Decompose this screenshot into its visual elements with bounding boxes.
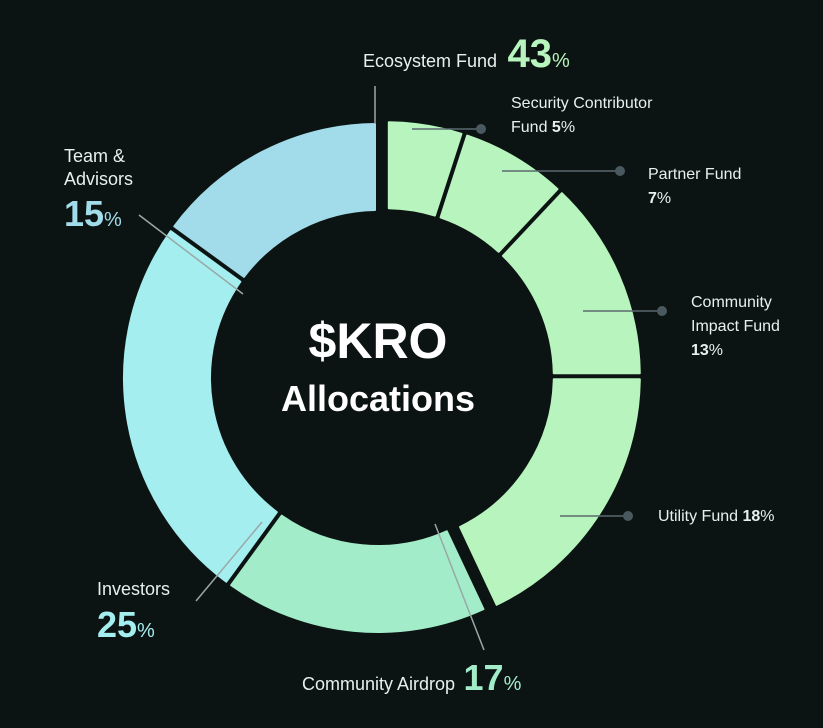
airdrop-label: Community Airdrop 17% xyxy=(302,656,521,699)
airdrop-name: Community Airdrop xyxy=(302,674,456,694)
team-pct: % xyxy=(104,209,122,232)
investors-pct: % xyxy=(137,619,155,642)
slice-team-advisors xyxy=(173,123,376,278)
airdrop-pct: % xyxy=(503,673,522,695)
investors-label: Investors 25% xyxy=(97,579,170,646)
airdrop-value: 17 xyxy=(463,657,504,698)
slice-security-contributor-fund xyxy=(387,121,463,217)
utility-fund-label: Utility Fund 18% xyxy=(658,507,775,526)
team-leader-line xyxy=(138,214,244,295)
team-value: 15 xyxy=(64,193,105,235)
ecosystem-fund-value: 43 xyxy=(507,32,553,76)
team-line1: Team & xyxy=(64,146,126,166)
investors-name: Investors xyxy=(97,579,171,599)
slice-community-impact-fund xyxy=(501,192,641,375)
partner-fund-pct: % xyxy=(656,190,672,208)
center-title-line1: $KRO xyxy=(308,313,448,369)
utility-fund-name: Utility Fund xyxy=(658,508,739,525)
investors-leader-line xyxy=(195,521,263,602)
team-line2: Advisors xyxy=(64,168,134,189)
security-fund-pct: % xyxy=(560,119,576,137)
impact-fund-value: 13 xyxy=(691,342,709,360)
utility-leader-dot xyxy=(623,511,633,521)
partner-leader-dot xyxy=(615,166,625,176)
security-fund-line1: Security Contributor xyxy=(511,95,653,112)
impact-leader-dot xyxy=(657,306,667,316)
ecosystem-fund-label: Ecosystem Fund 43% xyxy=(363,30,570,78)
impact-fund-pct: % xyxy=(708,342,724,360)
impact-fund-line2: Impact Fund xyxy=(691,318,780,336)
ecosystem-fund-name: Ecosystem Fund xyxy=(363,51,498,71)
security-fund-value: 5 xyxy=(551,119,561,137)
security-leader-dot xyxy=(476,124,486,134)
impact-fund-label: Community Impact Fund 13% xyxy=(691,293,780,361)
slice-partner-fund xyxy=(439,134,559,253)
security-fund-line2: Fund xyxy=(511,119,548,137)
partner-fund-label: Partner Fund 7% xyxy=(648,165,741,208)
slice-investors xyxy=(123,230,278,583)
donut-slices xyxy=(123,121,641,633)
security-fund-label: Security Contributor Fund 5% xyxy=(511,94,652,137)
center-title-line2: Allocations xyxy=(280,378,476,419)
partner-fund-name: Partner Fund xyxy=(648,166,742,183)
leader-lines xyxy=(138,86,667,651)
utility-fund-value: 18 xyxy=(742,508,761,525)
airdrop-leader-line xyxy=(434,523,485,651)
impact-fund-line1: Community xyxy=(691,294,772,311)
utility-fund-pct: % xyxy=(760,508,775,525)
ecosystem-fund-pct: % xyxy=(552,50,570,72)
slice-community-airdrop xyxy=(230,514,485,633)
team-label: Team & Advisors 15% xyxy=(64,146,133,235)
partner-fund-value: 7 xyxy=(648,190,657,208)
slice-utility-fund xyxy=(459,378,641,606)
investors-value: 25 xyxy=(97,603,138,645)
